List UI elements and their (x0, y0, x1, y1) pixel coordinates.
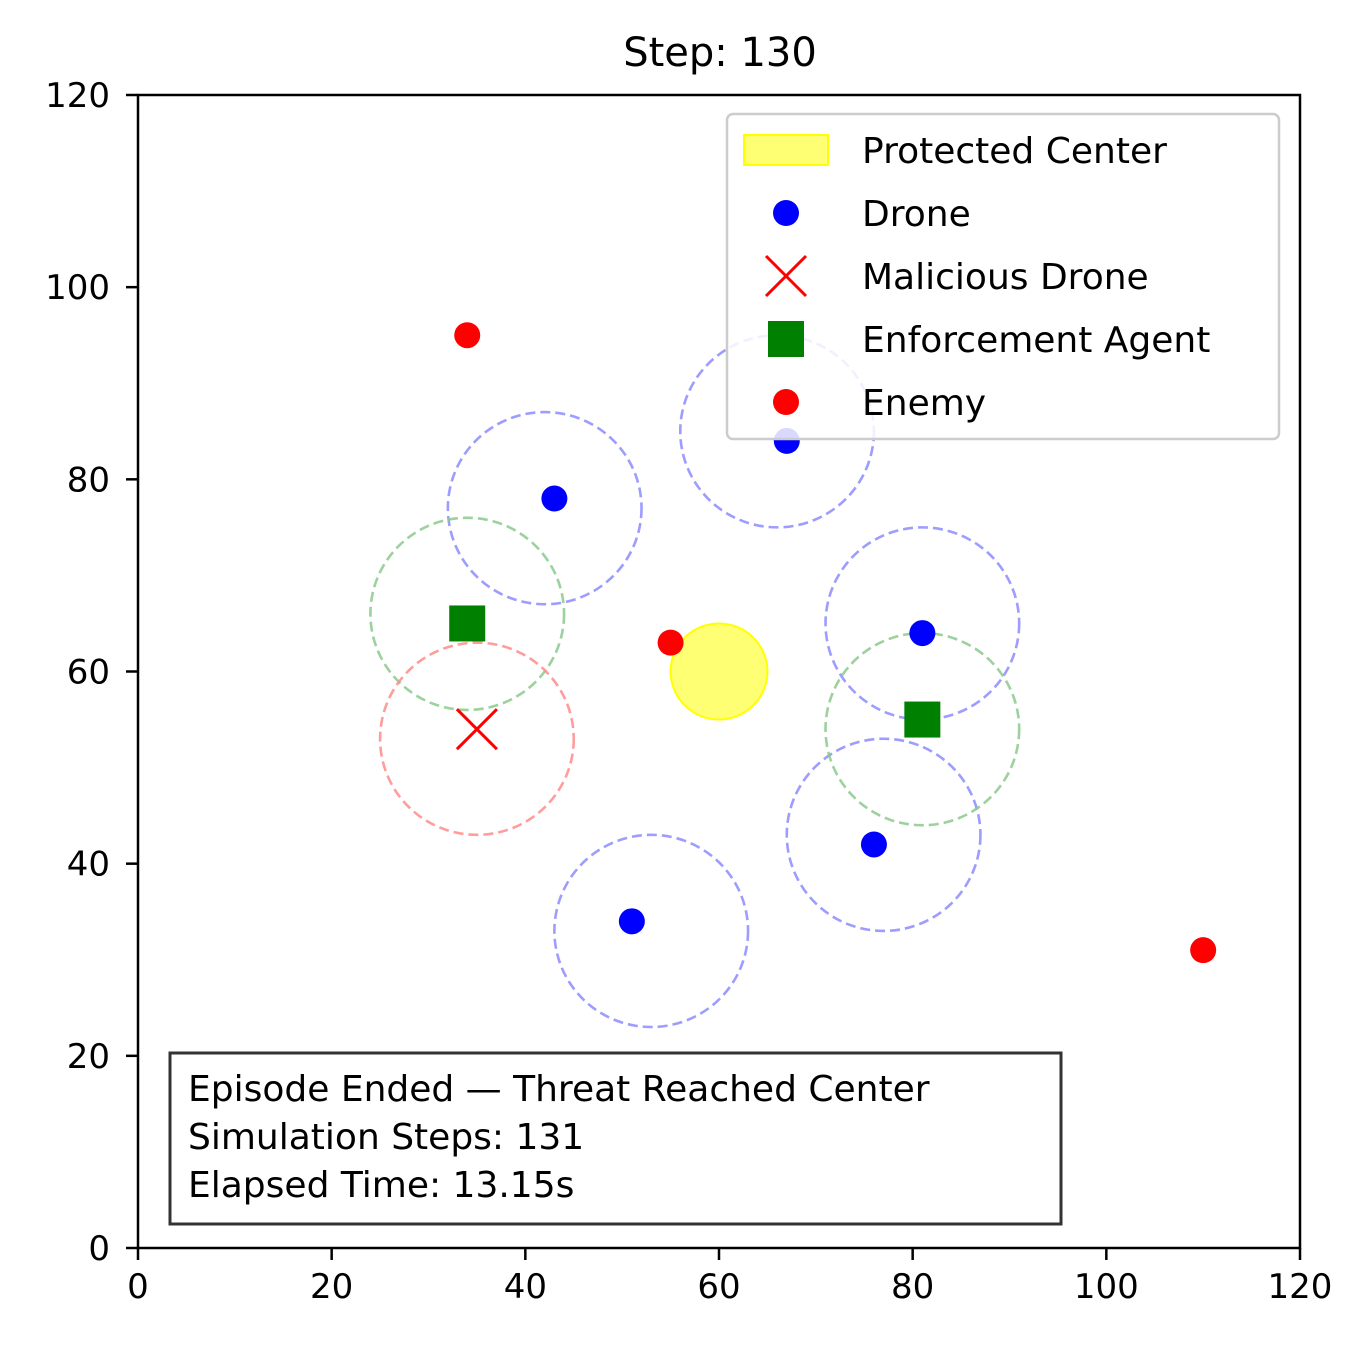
axis-ticks: 0 20 40 60 80 100 120 0 20 40 60 80 100 120 (45, 76, 1332, 1307)
legend-label: Enemy (862, 383, 986, 424)
drone-point (909, 620, 936, 647)
enforcement-agent-point (449, 605, 486, 642)
y-tick-label: 60 (67, 653, 110, 693)
range-circle (446, 410, 643, 606)
enemy-point (1190, 937, 1217, 964)
enemy-point (657, 629, 684, 656)
x-tick-label: 60 (697, 1267, 740, 1307)
malicious-drone-point (455, 708, 498, 751)
y-tick-label: 80 (67, 460, 110, 500)
range-circle (378, 641, 576, 837)
y-tick-label: 100 (45, 268, 110, 308)
y-tick-label: 0 (88, 1229, 110, 1269)
legend-label: Drone (862, 194, 971, 235)
markers (449, 322, 1217, 964)
drone-point (541, 485, 568, 512)
legend-marker (773, 389, 799, 415)
range-circle (369, 516, 566, 712)
y-tick-label: 20 (67, 1037, 110, 1077)
legend-marker (768, 321, 804, 357)
drone-point (860, 831, 887, 858)
x-tick-label: 120 (1268, 1267, 1333, 1307)
legend-label: Enforcement Agent (862, 320, 1210, 361)
legend: Protected Center Drone Malicious Drone Enfo… (725, 112, 1281, 441)
x-tick-label: 80 (891, 1267, 934, 1307)
legend-marker (743, 134, 829, 166)
info-box-line: Elapsed Time: 13.15s (188, 1165, 574, 1206)
legend-frame (725, 112, 1281, 441)
y-tick-label: 40 (67, 845, 110, 885)
x-tick-label: 100 (1074, 1267, 1139, 1307)
x-tick-label: 0 (127, 1267, 149, 1307)
legend-label: Malicious Drone (862, 257, 1149, 298)
info-box: Episode Ended — Threat Reached Center Sim… (168, 1051, 1063, 1226)
info-box-line: Simulation Steps: 131 (188, 1117, 584, 1158)
protected-center (669, 622, 769, 721)
info-box-frame (168, 1051, 1063, 1226)
chart-title: Step: 130 (623, 30, 817, 76)
range-circle (785, 737, 982, 933)
range-circle (553, 833, 750, 1029)
y-tick-label: 120 (45, 76, 110, 116)
legend-label: Protected Center (862, 131, 1167, 172)
legend-marker (764, 254, 808, 298)
enforcement-agent-point (904, 701, 941, 738)
protected-center-layer (669, 622, 769, 721)
info-box-line: Episode Ended — Threat Reached Center (188, 1069, 930, 1110)
x-tick-label: 20 (310, 1267, 353, 1307)
drone-point (618, 908, 645, 935)
legend-marker (773, 200, 799, 226)
x-tick-label: 40 (504, 1267, 547, 1307)
enemy-point (454, 322, 481, 349)
